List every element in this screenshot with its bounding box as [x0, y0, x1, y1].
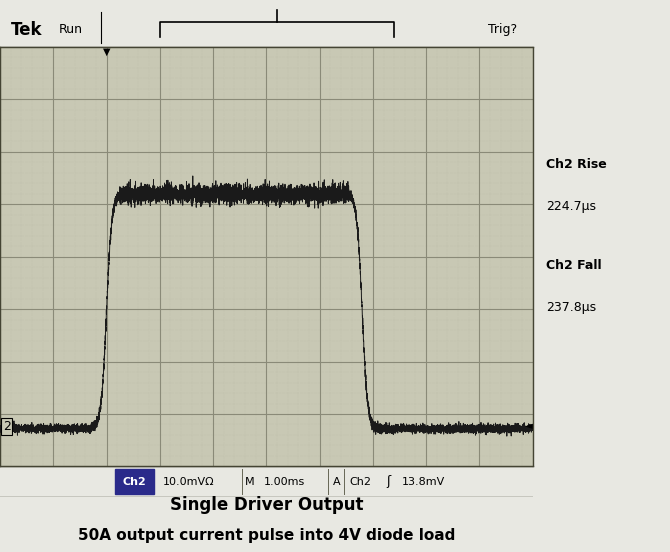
Text: ʃ: ʃ [386, 475, 391, 488]
Text: Ch2: Ch2 [123, 476, 146, 487]
Text: M: M [245, 476, 255, 487]
Text: Ch2: Ch2 [349, 476, 371, 487]
Text: 1.00ms: 1.00ms [264, 476, 305, 487]
Text: ▼: ▼ [103, 47, 111, 57]
Text: Tek: Tek [11, 20, 42, 39]
Text: ◄: ◄ [525, 421, 533, 431]
Text: 50A output current pulse into 4V diode load: 50A output current pulse into 4V diode l… [78, 528, 455, 543]
Text: 10.0mVΩ: 10.0mVΩ [162, 476, 214, 487]
Text: Run: Run [58, 23, 82, 36]
Text: 13.8mV: 13.8mV [402, 476, 446, 487]
FancyBboxPatch shape [115, 469, 155, 493]
Text: A: A [333, 476, 340, 487]
Text: 224.7μs: 224.7μs [546, 200, 596, 213]
Text: Ch2 Rise: Ch2 Rise [546, 158, 607, 171]
Text: Trig?: Trig? [488, 23, 517, 36]
Text: Ch2 Fall: Ch2 Fall [546, 258, 602, 272]
Text: 237.8μs: 237.8μs [546, 300, 596, 314]
Text: 2: 2 [3, 420, 11, 433]
Text: Single Driver Output: Single Driver Output [170, 496, 363, 514]
